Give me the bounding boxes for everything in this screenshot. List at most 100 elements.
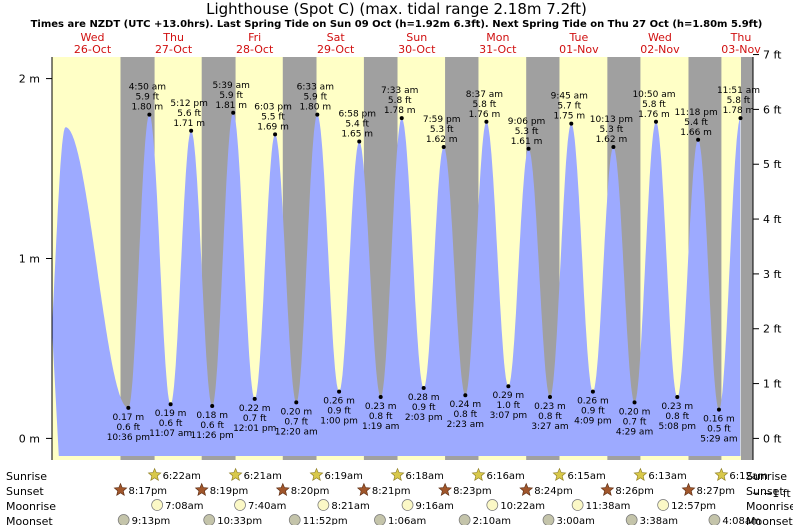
high-tide-time: 7:33 am (381, 86, 418, 96)
low-tide-time: 3:27 am (531, 422, 568, 432)
day-date: 30-Oct (398, 43, 436, 56)
day-date: 28-Oct (236, 43, 274, 56)
high-tide-ft: 5.8 ft (642, 100, 666, 110)
tide-point (147, 112, 152, 117)
moonrise-icon (151, 499, 163, 511)
low-tide-ft: 0.6 ft (200, 421, 224, 431)
high-tide-time: 5:39 am (213, 81, 250, 91)
low-tide-ft: 0.7 ft (243, 414, 267, 424)
moonset-icon (708, 514, 721, 525)
astro-time: 9:13pm (132, 516, 171, 525)
tide-point (526, 146, 531, 151)
low-tide-time: 4:09 pm (574, 417, 612, 427)
tide-point (506, 384, 511, 389)
day-date: 01-Nov (559, 43, 599, 56)
left-tick-label: 0 m (19, 432, 40, 445)
day-date: 26-Oct (74, 43, 112, 56)
day-date: 27-Oct (155, 43, 193, 56)
astro-time: 11:38am (586, 501, 631, 512)
astro-time: 8:26pm (615, 486, 654, 497)
low-tide-m: 0.20 m (619, 407, 651, 417)
low-tide-m: 0.20 m (280, 407, 312, 417)
tide-point (357, 139, 362, 144)
sun-icon (552, 467, 567, 481)
day-name: Thu (730, 31, 752, 44)
high-tide-time: 9:45 am (551, 92, 588, 102)
low-tide-ft: 0.6 ft (159, 419, 183, 429)
astro-time: 8:27pm (696, 486, 735, 497)
high-tide-time: 11:18 pm (674, 108, 717, 118)
day-name: Wed (81, 31, 105, 44)
high-tide-time: 7:59 pm (423, 115, 461, 125)
tide-area (52, 112, 741, 457)
low-tide-m: 0.18 m (196, 411, 228, 421)
sun-icon (471, 467, 486, 481)
low-tide-time: 4:29 am (616, 427, 653, 437)
high-tide-ft: 5.4 ft (345, 120, 369, 130)
day-date: 31-Oct (479, 43, 517, 56)
tide-point (399, 116, 404, 121)
sunset-star-icon (356, 482, 371, 496)
astro-time: 6:18am (406, 471, 444, 482)
high-tide-m: 1.61 m (511, 137, 543, 147)
tide-point (210, 404, 215, 409)
astro-time: 8:17pm (128, 486, 167, 497)
astro-time: 8:21pm (372, 486, 411, 497)
low-tide-m: 0.26 m (577, 397, 609, 407)
low-tide-ft: 0.8 ft (453, 410, 477, 420)
moonrise-icon (317, 499, 330, 511)
moonrise-icon (657, 499, 669, 511)
low-tide-m: 0.17 m (112, 413, 144, 423)
low-tide-time: 11:26 pm (191, 431, 234, 441)
astro-label-right: Moonrise (746, 500, 793, 513)
astro-time: 6:16am (486, 471, 524, 482)
low-tide-ft: 0.8 ft (538, 412, 562, 422)
low-tide-time: 5:29 am (700, 435, 737, 445)
day-name: Tue (568, 31, 588, 44)
tide-point (463, 393, 468, 398)
low-tide-m: 0.16 m (703, 415, 735, 425)
low-tide-ft: 0.9 ft (412, 403, 436, 413)
high-tide-ft: 5.6 ft (177, 109, 201, 119)
astro-time: 6:15am (567, 471, 605, 482)
tide-point (441, 144, 446, 149)
sunset-star-icon (681, 482, 696, 496)
moonrise-icon (234, 499, 246, 511)
low-tide-time: 10:36 pm (107, 433, 150, 443)
chart-subtitle: Times are NZDT (UTC +13.0hrs). Last Spri… (31, 19, 763, 30)
tide-point (653, 119, 658, 124)
high-tide-m: 1.76 m (638, 110, 670, 120)
astro-time: 8:21am (331, 501, 369, 512)
astro-label-left: Moonset (6, 515, 53, 525)
high-tide-m: 1.71 m (173, 119, 205, 129)
low-tide-ft: 0.8 ft (369, 412, 393, 422)
high-tide-ft: 5.4 ft (684, 118, 708, 128)
right-tick-label: 5 ft (763, 158, 782, 171)
tide-point (548, 395, 553, 400)
high-tide-time: 9:06 pm (508, 117, 546, 127)
high-tide-time: 6:03 pm (254, 102, 292, 112)
high-tide-m: 1.76 m (469, 110, 501, 120)
day-name: Mon (486, 31, 509, 44)
tide-point (590, 389, 595, 394)
high-tide-m: 1.65 m (341, 130, 373, 140)
sun-icon (390, 467, 405, 481)
moonset-icon (542, 514, 555, 525)
astro-time: 6:22am (163, 471, 201, 482)
high-tide-time: 5:12 pm (170, 99, 208, 109)
high-tide-m: 1.80 m (132, 103, 164, 113)
astro-time: 6:19am (325, 471, 363, 482)
tide-point (126, 405, 131, 410)
tide-point (675, 395, 680, 400)
day-name: Fri (248, 31, 261, 44)
low-tide-m: 0.23 m (661, 402, 693, 412)
low-tide-m: 0.24 m (449, 400, 481, 410)
day-name: Sat (327, 31, 346, 44)
tide-point (231, 110, 236, 115)
high-tide-ft: 5.9 ft (136, 93, 160, 103)
astro-time: 11:52pm (303, 516, 348, 525)
right-tick-label: 0 ft (763, 432, 782, 445)
axes: 0 m 1 m 2 m −1 ft 0 ft 1 ft 2 ft 3 ft 4 ft 5 ft 6 … (19, 49, 792, 501)
moonset-icon (625, 514, 638, 525)
